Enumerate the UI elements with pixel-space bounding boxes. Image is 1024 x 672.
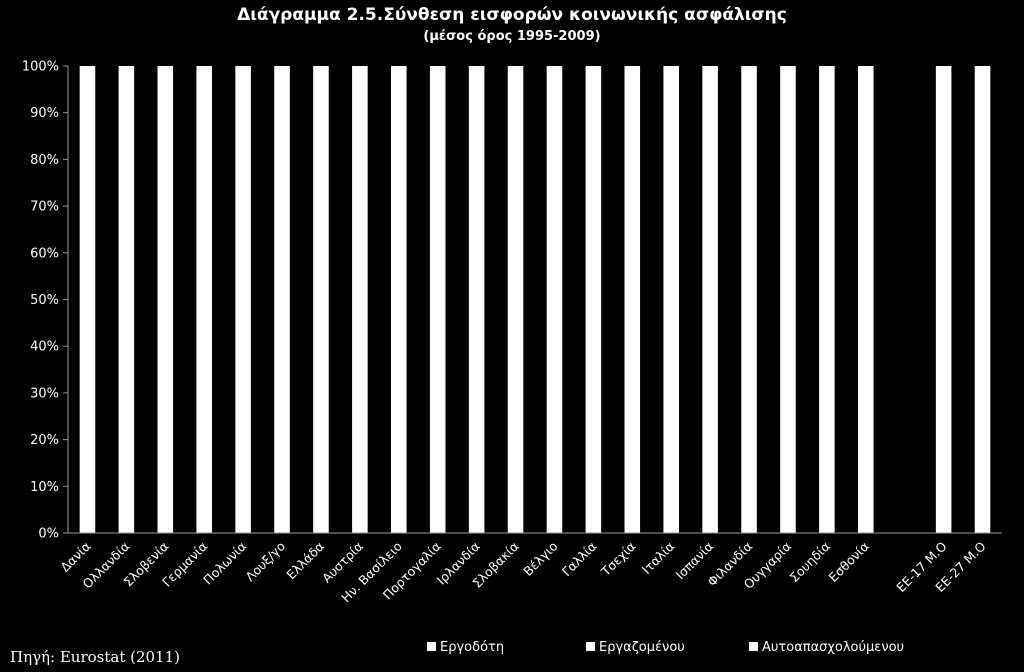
bar-segment [352,66,368,533]
source-note: Πηγή: Eurostat (2011) [10,648,180,666]
y-axis: 0% 10% 20% 30% 40% 50% 60% 70% 80% 90% 100% [22,60,69,542]
legend-label-self-employed: Αυτοαπασχολούμενου [762,640,904,655]
bar-segment [780,66,796,533]
bars [79,66,991,533]
x-tick-label: Σουηδία [786,539,833,586]
bar-segment [858,66,874,533]
x-tick-label: Βέλγιο [520,539,560,579]
y-tick-label: 0% [38,527,59,542]
bar-segment [663,66,679,533]
bar-segment [79,66,96,533]
bar-segment [196,66,212,533]
y-tick-label: 20% [30,433,59,448]
bar-segment [118,66,135,533]
bar-segment [819,66,835,533]
bar-segment [546,66,563,533]
bar-segment [313,66,329,533]
legend: Εργοδότη Εργαζομένου Αυτοαπασχολούμενου [427,640,904,655]
y-tick-label: 80% [30,153,59,168]
x-tick-label: Ιταλία [639,539,677,577]
y-tick-label: 40% [30,340,59,355]
x-axis-labels: ΔανίαΟλλανδίαΣλοβενίαΓερμανίαΠολωνίαΛουξ… [57,538,988,605]
legend-label-employee: Εργαζομένου [599,640,685,655]
bar-segment [935,66,952,533]
x-tick-label: Πολωνία [200,539,249,588]
x-tick-label: Λουξ/γο [242,539,288,585]
y-tick-label: 90% [30,106,59,121]
bar-segment [468,66,485,533]
legend-swatch-employer [427,642,436,651]
y-tick-label: 70% [30,200,59,215]
y-tick-label: 60% [30,246,59,261]
bar-segment [274,66,290,533]
legend-swatch-self-employed [749,642,758,651]
bar-segment [702,66,718,533]
x-tick-label: Γαλλία [559,539,600,580]
x-tick-label: Δανία [57,539,93,575]
bar-segment [157,66,174,533]
x-tick-label: Τσεχία [597,539,638,580]
bar-segment [507,66,524,533]
y-tick-label: 10% [30,480,59,495]
bar-segment [429,66,446,533]
bar-segment [974,66,991,533]
bar-segment [391,66,407,533]
bar-segment [741,66,757,533]
legend-label-employer: Εργοδότη [440,640,504,655]
y-tick-label: 50% [30,293,59,308]
chart-title: Διάγραμμα 2.5.Σύνθεση εισφορών κοινωνική… [237,5,787,25]
x-tick-label: Εσθονία [826,539,872,585]
legend-swatch-employee [586,642,595,651]
bar-segment [585,66,602,533]
bar-segment [235,66,251,533]
y-tick-label: 30% [30,386,59,401]
chart-subtitle: (μέσος όρος 1995-2009) [423,29,600,44]
bar-segment [624,66,641,533]
y-tick-label: 100% [22,60,59,75]
